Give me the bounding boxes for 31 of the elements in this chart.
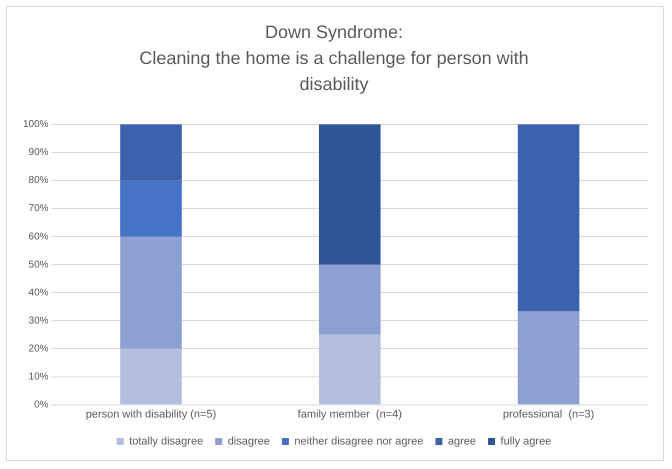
y-tick-label: 70% [28, 203, 49, 214]
y-tick-label: 10% [28, 372, 49, 382]
legend-label: neither disagree nor agree [294, 436, 424, 448]
bar [518, 311, 580, 404]
legend-label: fully agree [500, 436, 552, 448]
bar [120, 124, 182, 180]
bar [120, 348, 182, 404]
legend-label: disagree [228, 436, 270, 448]
text: Cleaning the home is a challenge for person with [139, 48, 529, 68]
legend-label: totally disagree [129, 436, 204, 448]
y-tick-label: 30% [28, 315, 49, 326]
y-tick-label: 0% [34, 400, 49, 411]
text: Down Syndrome: [264, 22, 404, 42]
bar [318, 124, 381, 265]
y-tick-label: 60% [28, 231, 49, 242]
text: disability [299, 74, 369, 94]
y-tick-label: 100% [23, 119, 49, 130]
bar [518, 124, 580, 312]
y-tick-label: 50% [28, 259, 49, 270]
bar [318, 334, 381, 404]
legend-label: agree [448, 436, 476, 448]
x-tick-label: person with disability (n=5) [86, 408, 216, 420]
bar [120, 180, 182, 236]
y-tick-label: 80% [28, 175, 49, 186]
y-tick-label: 20% [28, 343, 49, 354]
bar [120, 236, 182, 349]
y-tick-label: 90% [28, 147, 49, 158]
bar [318, 264, 381, 335]
x-tick-label: professional (n=3) [502, 408, 594, 420]
x-tick-label: family member (n=4) [298, 408, 402, 420]
y-tick-label: 40% [28, 287, 49, 298]
